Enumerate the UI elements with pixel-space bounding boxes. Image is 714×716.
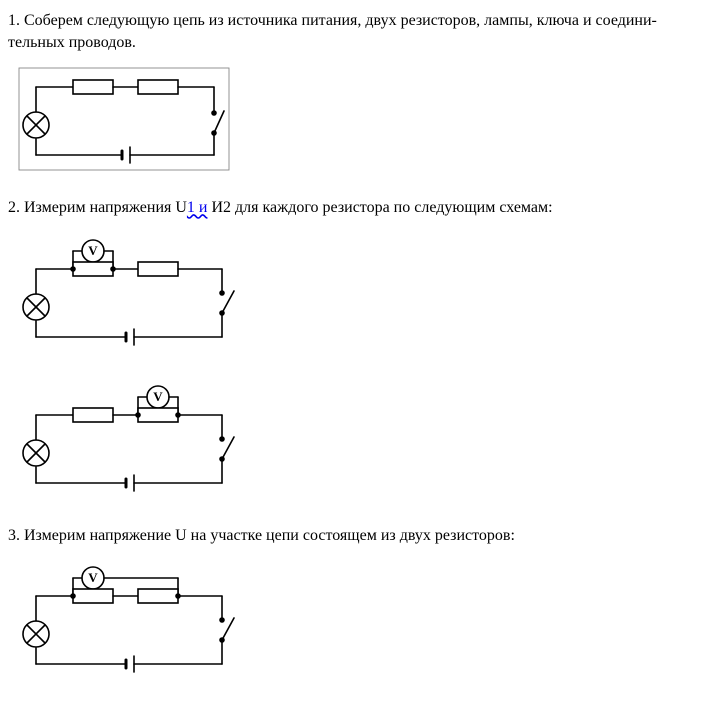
step2-post: И2 для каждого резистора по следующим сх… <box>207 199 552 216</box>
step3-text: 3. Измерим напряжение U на участке цепи … <box>8 525 706 547</box>
voltmeter-label: V <box>153 389 163 404</box>
step2-pre: 2. Измерим напряжения U <box>8 199 187 216</box>
voltmeter-label: V <box>88 570 98 585</box>
step1-text: 1. Соберем следующую цепь из источника п… <box>8 10 706 53</box>
circuit-2b-volt-r2: V <box>18 379 706 499</box>
step2-text: 2. Измерим напряжения U1 и И2 для каждог… <box>8 197 706 219</box>
circuit-3-volt-both: V <box>18 560 706 680</box>
voltmeter-label: V <box>88 243 98 258</box>
circuit-1-basic <box>18 67 706 171</box>
step2-underlink: 1 и <box>187 199 208 216</box>
circuit-2a-volt-r1: V <box>18 233 706 353</box>
